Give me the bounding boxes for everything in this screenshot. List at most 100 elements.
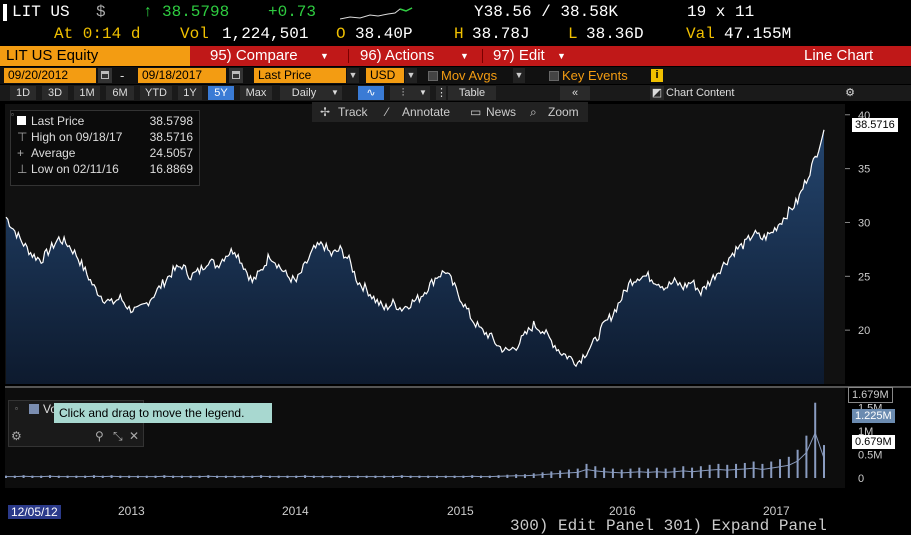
volume-bar (691, 467, 694, 478)
chevron-down-icon[interactable]: ▼ (347, 68, 359, 83)
volume-bar (823, 445, 825, 478)
resize-icon[interactable]: ⤡ (113, 429, 123, 443)
volume-tag: 1.225M (852, 409, 895, 423)
field-select[interactable]: Last Price (254, 68, 346, 83)
volume-bar (726, 464, 729, 478)
track-icon[interactable]: ✢ (320, 105, 331, 119)
x-label-2015: 2015 (447, 504, 474, 518)
chart-content-icon[interactable]: ◩ (650, 86, 664, 100)
close-icon[interactable]: ✕ (129, 429, 140, 443)
chevron-down-icon[interactable]: ▼ (328, 86, 342, 100)
price-line (5, 129, 825, 368)
news-button[interactable]: News (486, 105, 517, 119)
volume-bar (339, 475, 342, 478)
compare-dropdown-icon[interactable]: ▼ (320, 51, 329, 61)
volume-bar (559, 470, 562, 478)
zoom-button[interactable]: Zoom (548, 105, 579, 119)
trade-time: At 0:14 d (54, 25, 141, 43)
annotate-icon[interactable]: ⁄ (386, 105, 389, 119)
volume-bar (479, 475, 482, 478)
table-button[interactable]: Table (448, 86, 496, 100)
low-label: L (568, 25, 578, 43)
info-icon[interactable]: i (651, 69, 663, 82)
chevron-down-icon[interactable]: ▼ (416, 86, 430, 100)
collapse-icon[interactable]: « (560, 86, 590, 100)
track-button[interactable]: Track (338, 105, 368, 119)
gear-icon[interactable]: ⚙ (845, 87, 855, 99)
chart-legend[interactable]: Last Price 38.5798 ⊤ High on 09/18/17 38.57… (10, 110, 200, 186)
volume-bar (48, 475, 51, 478)
volume-bar (216, 475, 219, 478)
end-date-field[interactable]: 09/18/2017 (138, 68, 226, 83)
volume-bar (770, 461, 773, 478)
quote-header-row1: LIT US $ ↑ 38.5798 +0.73 Y38.56 / 38.58K… (0, 4, 911, 21)
key-events-label: Key Events (562, 68, 628, 83)
volume-bar (180, 475, 183, 478)
calendar-icon[interactable] (229, 68, 243, 83)
mov-avgs-checkbox[interactable] (428, 71, 438, 81)
actions-dropdown-icon[interactable]: ▼ (460, 51, 469, 61)
period-3d[interactable]: 3D (42, 86, 68, 100)
gear-icon[interactable]: ⚙ (11, 429, 22, 443)
chart-content-button[interactable]: Chart Content (666, 87, 735, 99)
annotate-button[interactable]: Annotate (402, 105, 451, 119)
volume-bar (136, 475, 139, 478)
chevron-down-icon[interactable]: ▼ (513, 68, 525, 83)
period-max[interactable]: Max (240, 86, 272, 100)
period-1m[interactable]: 1M (74, 86, 100, 100)
volume-bar (392, 475, 395, 478)
volume-bar (286, 475, 289, 478)
volume-bar (444, 475, 447, 478)
bottom-panel-menu[interactable]: 300) Edit Panel 301) Expand Panel (510, 517, 827, 535)
volume-bar (814, 402, 817, 478)
volume-bar (365, 475, 368, 478)
x-label-2013: 2013 (118, 504, 145, 518)
volume-tick-label: 0.5M (858, 449, 882, 461)
period-1y[interactable]: 1Y (178, 86, 202, 100)
security-field[interactable]: LIT US Equity (0, 46, 190, 66)
period-ytd[interactable]: YTD (140, 86, 172, 100)
edit-dropdown-icon[interactable]: ▼ (557, 51, 566, 61)
line-chart-icon[interactable]: ∿ (358, 86, 384, 100)
volume-bar (66, 475, 69, 478)
currency-select[interactable]: USD (366, 68, 404, 83)
bar-chart-icon[interactable]: ⫶ (390, 86, 416, 100)
frequency-select[interactable]: Daily (280, 86, 328, 100)
edit-menu[interactable]: 97) Edit (493, 47, 545, 64)
chevron-down-icon[interactable]: ▼ (405, 68, 417, 83)
compare-menu[interactable]: 95) Compare (210, 47, 298, 64)
val-label: Val (686, 25, 715, 43)
volume-value: 1,224,501 (222, 25, 309, 43)
sparkline-icon (340, 7, 413, 20)
volume-bar (629, 468, 632, 478)
volume-bar (154, 475, 157, 478)
period-5y[interactable]: 5Y (208, 86, 234, 100)
news-icon[interactable]: ▭ (470, 105, 482, 119)
volume-bar (101, 475, 104, 478)
volume-bar (84, 475, 87, 478)
volume-legend-label: Vo (43, 402, 58, 416)
volume-bar (75, 475, 78, 478)
period-6m[interactable]: 6M (106, 86, 134, 100)
volume-bar (260, 475, 263, 478)
start-date-field[interactable]: 09/20/2012 (4, 68, 96, 83)
legend-avg-label: Average (31, 146, 76, 160)
legend-swatch (29, 404, 39, 414)
x-label-2014: 2014 (282, 504, 309, 518)
table-toggle-icon[interactable]: ⋮ (436, 86, 447, 100)
volume-bar (172, 475, 175, 478)
calendar-icon[interactable] (98, 68, 112, 83)
pin-icon[interactable]: ⚲ (95, 429, 104, 443)
volume-bar (488, 475, 491, 478)
ticker[interactable]: LIT US (12, 3, 70, 21)
legend-minimize-icon[interactable]: ▫ (15, 404, 18, 413)
zoom-icon[interactable]: ⌕ (530, 105, 537, 119)
volume-bar (163, 475, 166, 478)
key-events-checkbox[interactable] (549, 71, 559, 81)
legend-minimize-icon[interactable]: ▫ (11, 110, 14, 119)
period-1d[interactable]: 1D (10, 86, 36, 100)
low-marker-icon: ⊥ (17, 162, 28, 176)
volume-bar (427, 475, 430, 478)
actions-menu[interactable]: 96) Actions (360, 47, 435, 64)
